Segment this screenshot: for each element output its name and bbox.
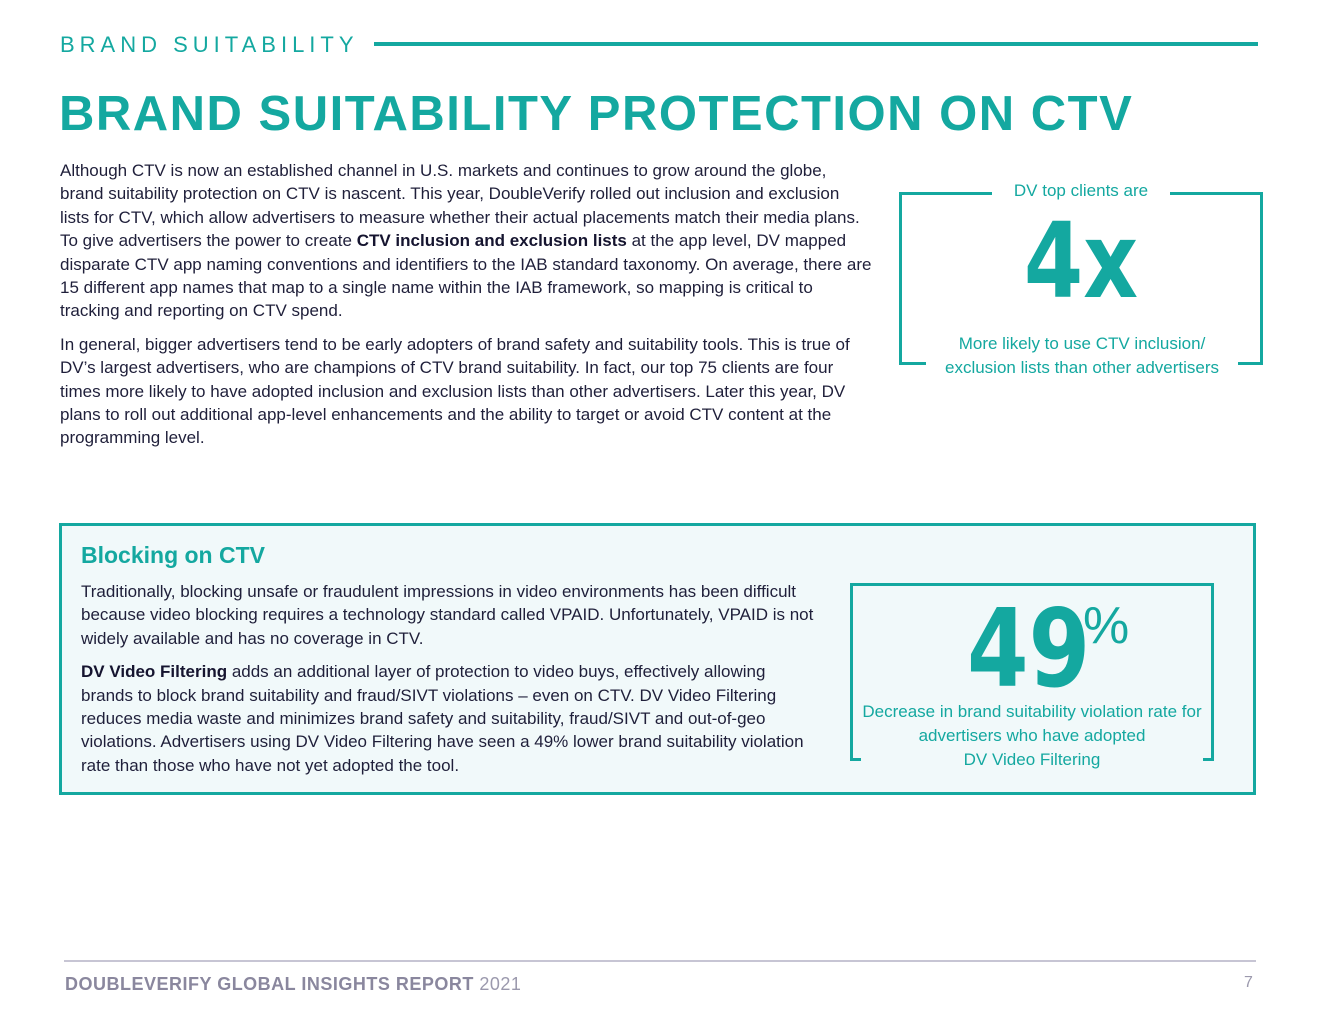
footer-brand: DOUBLEVERIFY GLOBAL INSIGHTS REPORT <box>65 974 474 994</box>
footer-year: 2021 <box>479 974 522 994</box>
blocking-p2-text: adds an additional layer of protection t… <box>81 662 804 775</box>
blocking-paragraph-1: Traditionally, blocking unsafe or fraudu… <box>81 582 814 648</box>
blocking-body: Traditionally, blocking unsafe or fraudu… <box>81 580 821 787</box>
stat-decrease-description-wrap: Decrease in brand suitability violation … <box>861 700 1203 772</box>
intro-p1-bold: CTV inclusion and exclusion lists <box>356 231 627 251</box>
page-number: 7 <box>1244 974 1253 991</box>
intro-paragraph-2: In general, bigger advertisers tend to b… <box>60 334 850 448</box>
stat-box-adoption: DV top clients are 4x More likely to use… <box>899 181 1263 380</box>
intro-p1-text: Although CTV is now an established chann… <box>60 161 860 251</box>
blocking-paragraph-2: DV Video Filtering adds an additional la… <box>81 660 821 777</box>
stat-adoption-value: 4x <box>1023 200 1139 322</box>
stat-decrease-unit: % <box>1083 597 1130 655</box>
stat-decrease-description: Decrease in brand suitability violation … <box>862 702 1202 745</box>
blocking-panel: Blocking on CTV Traditionally, blocking … <box>59 523 1256 795</box>
blocking-p2-bold: DV Video Filtering <box>81 662 228 682</box>
footer-rule <box>64 960 1256 962</box>
stat-adoption-description: More likely to use CTV inclusion/ exclus… <box>926 332 1238 380</box>
intro-body: Although CTV is now an established chann… <box>60 159 872 460</box>
blocking-title: Blocking on CTV <box>81 542 265 568</box>
stat-box-decrease: 49 % Decrease in brand suitability viola… <box>850 583 1214 772</box>
stat-decrease-value: 49 <box>967 587 1091 712</box>
section-label: BRAND SUITABILITY <box>60 32 359 57</box>
footer-title: DOUBLEVERIFY GLOBAL INSIGHTS REPORT 2021 <box>65 974 521 995</box>
stat-decrease-description-last: DV Video Filtering <box>951 748 1113 772</box>
page-title: BRAND SUITABILITY PROTECTION ON CTV <box>59 87 1134 141</box>
intro-p1-tail: at the app level, DV mapped disparate CT… <box>60 231 872 321</box>
intro-paragraph-1: Although CTV is now an established chann… <box>60 159 872 323</box>
section-rule <box>374 42 1258 46</box>
stat-adoption-label: DV top clients are <box>992 181 1170 201</box>
